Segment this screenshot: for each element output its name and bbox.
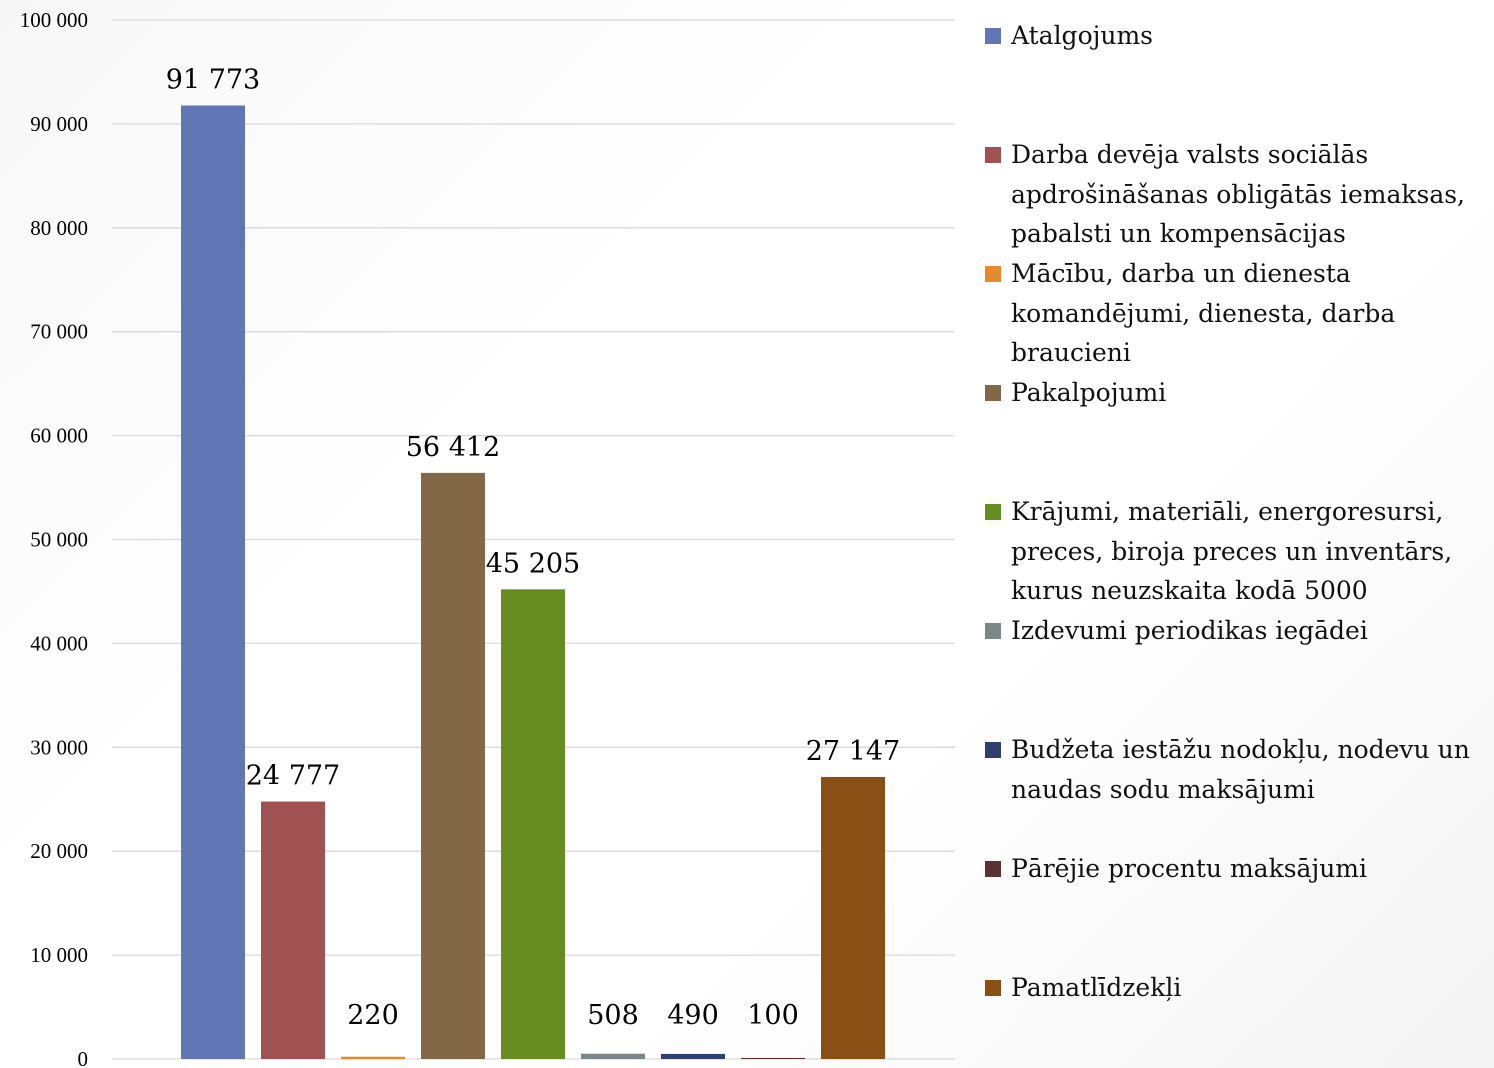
y-tick-label: 60 000 xyxy=(30,424,88,448)
data-label: 27 147 xyxy=(806,736,900,767)
legend-swatch xyxy=(985,861,1001,877)
y-tick-label: 90 000 xyxy=(30,112,88,136)
legend-label: Atalgojums xyxy=(1011,21,1154,50)
legend-swatch xyxy=(985,742,1001,758)
legend-label: Budžeta iestāžu nodokļu, nodevu un nauda… xyxy=(1011,735,1470,804)
legend-label: Pamatlīdzekļi xyxy=(1011,973,1182,1002)
bar xyxy=(821,776,885,1059)
data-label: 24 777 xyxy=(246,761,340,792)
data-label: 508 xyxy=(587,1000,639,1031)
legend-swatch xyxy=(985,266,1001,282)
legend-item: Atalgojums xyxy=(985,16,1494,56)
legend-label: Izdevumi periodikas iegādei xyxy=(1011,616,1368,645)
legend-label: Pārējie procentu maksājumi xyxy=(1011,854,1368,883)
data-label: 91 773 xyxy=(166,64,260,95)
legend-item: Pamatlīdzekļi xyxy=(985,968,1494,1008)
bar xyxy=(741,1057,805,1059)
legend-swatch xyxy=(985,980,1001,996)
bar xyxy=(421,472,485,1059)
bar xyxy=(341,1056,405,1059)
legend-swatch xyxy=(985,147,1001,163)
legend-item: Pakalpojumi xyxy=(985,373,1494,413)
legend-label: Darba devēja valsts sociālās apdrošināša… xyxy=(1011,140,1466,248)
bar xyxy=(261,801,325,1059)
y-axis: 0 10 000 20 000 30 000 40 000 50 000 60 000 70 … xyxy=(20,8,88,1068)
data-label: 490 xyxy=(667,1000,719,1031)
legend-item: Mācību, darba un dienesta komandējumi, d… xyxy=(985,254,1494,373)
legend-label: Pakalpojumi xyxy=(1011,378,1167,407)
y-tick-label: 40 000 xyxy=(30,631,88,655)
y-tick-label: 50 000 xyxy=(30,528,88,552)
data-label: 220 xyxy=(347,1000,399,1031)
bar-chart: 0 10 000 20 000 30 000 40 000 50 000 60 000 70 … xyxy=(20,8,955,1068)
legend-item: Darba devēja valsts sociālās apdrošināša… xyxy=(985,135,1494,254)
legend-item: Pārējie procentu maksājumi xyxy=(985,849,1494,889)
y-tick-label: 30 000 xyxy=(30,735,88,759)
legend-swatch xyxy=(985,385,1001,401)
legend-item: Krājumi, materiāli, energoresursi, prece… xyxy=(985,492,1494,611)
legend-label: Mācību, darba un dienesta komandējumi, d… xyxy=(1011,259,1396,367)
y-tick-label: 100 000 xyxy=(20,8,88,32)
data-label: 100 xyxy=(747,1000,799,1031)
y-tick-label: 0 xyxy=(78,1047,89,1068)
data-label: 45 205 xyxy=(486,548,580,579)
data-labels: 91 773 24 777 220 56 412 45 205 508 490 100 27 1… xyxy=(166,64,900,1031)
legend-item: Izdevumi periodikas iegādei xyxy=(985,611,1494,651)
bar xyxy=(581,1053,645,1059)
legend-swatch xyxy=(985,504,1001,520)
bars xyxy=(181,105,885,1060)
bar xyxy=(501,589,565,1059)
y-tick-label: 80 000 xyxy=(30,216,88,240)
legend-swatch xyxy=(985,623,1001,639)
bar xyxy=(181,105,245,1060)
data-label: 56 412 xyxy=(406,432,500,463)
legend-item: Budžeta iestāžu nodokļu, nodevu un nauda… xyxy=(985,730,1494,809)
y-tick-label: 70 000 xyxy=(30,320,88,344)
y-tick-label: 20 000 xyxy=(30,839,88,863)
y-tick-label: 10 000 xyxy=(30,943,88,967)
legend-label: Krājumi, materiāli, energoresursi, prece… xyxy=(1011,497,1453,605)
legend: Atalgojums Darba devēja valsts sociālās a… xyxy=(985,0,1494,1068)
legend-swatch xyxy=(985,28,1001,44)
bar xyxy=(661,1053,725,1059)
